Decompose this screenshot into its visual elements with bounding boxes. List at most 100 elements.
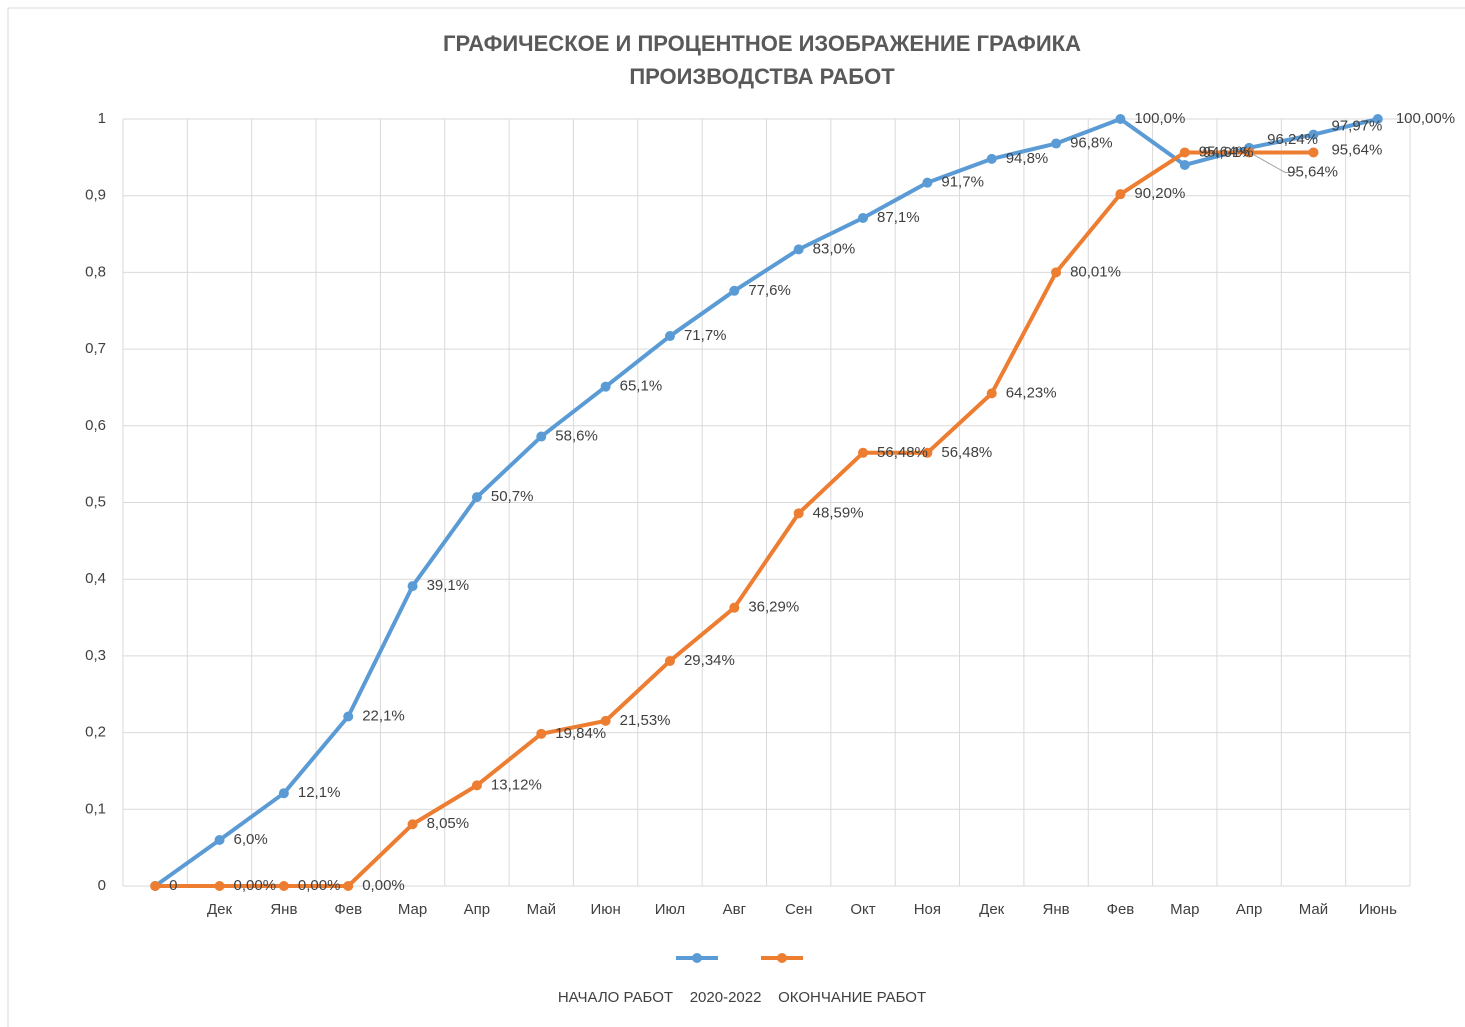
data-label: 19,84% xyxy=(555,725,606,742)
data-label: 96,24% xyxy=(1267,131,1318,148)
data-point xyxy=(150,881,161,891)
data-point xyxy=(793,244,804,255)
data-label: 96,8% xyxy=(1070,135,1113,152)
data-point xyxy=(664,655,675,666)
data-label: 0,00% xyxy=(362,877,405,894)
data-label: 91,7% xyxy=(941,174,984,191)
data-label: 94,01% xyxy=(1203,144,1254,161)
y-tick-label: 0,9 xyxy=(85,187,106,204)
data-label: 48,59% xyxy=(813,504,864,521)
data-point xyxy=(1244,147,1255,158)
data-label: 0,00% xyxy=(298,877,341,894)
data-label: 94,8% xyxy=(1006,150,1049,167)
data-point xyxy=(278,881,289,891)
data-point xyxy=(1179,147,1190,158)
data-label: 58,6% xyxy=(555,428,598,445)
data-label: 80,01% xyxy=(1070,263,1121,280)
data-label: 21,53% xyxy=(620,712,671,729)
data-point xyxy=(214,834,225,845)
y-tick-label: 0,7 xyxy=(85,340,106,357)
data-point xyxy=(278,788,289,799)
x-tick-label: Июл xyxy=(655,901,685,918)
x-tick-label: Мар xyxy=(1170,901,1199,918)
data-point xyxy=(407,819,418,830)
y-tick-label: 1 xyxy=(98,110,106,127)
y-tick-label: 0,1 xyxy=(85,800,106,817)
y-tick-label: 0,8 xyxy=(85,263,106,280)
x-tick-label: Апр xyxy=(1236,901,1262,918)
x-tick-label: Сен xyxy=(785,901,812,918)
data-label: 6,0% xyxy=(234,831,268,848)
series-line xyxy=(155,150,1314,888)
x-tick-label: Фев xyxy=(334,901,362,918)
x-tick-label: Окт xyxy=(850,901,875,918)
data-label: 22,1% xyxy=(362,707,405,724)
leader-line xyxy=(1252,154,1298,173)
data-point xyxy=(1308,129,1319,140)
data-point xyxy=(1115,189,1126,200)
data-label: 39,1% xyxy=(427,577,470,594)
data-label: 36,29% xyxy=(748,599,799,616)
data-label: 100,0% xyxy=(1134,110,1185,127)
data-label: 100,00% xyxy=(1396,110,1455,127)
data-label: 87,1% xyxy=(877,209,920,226)
x-tick-label: Дек xyxy=(979,901,1005,918)
data-label: 64,23% xyxy=(1006,384,1057,401)
data-label: 95,64% xyxy=(1199,143,1250,160)
y-tick-label: 0 xyxy=(98,877,106,894)
data-point xyxy=(600,381,611,392)
data-label: 95,64% xyxy=(1331,141,1382,158)
data-point xyxy=(343,711,354,722)
data-point xyxy=(600,715,611,726)
chart-title: ГРАФИЧЕСКОЕ И ПРОЦЕНТНОЕ ИЗОБРАЖЕНИЕ ГРА… xyxy=(443,31,1081,56)
chart-title: ПРОИЗВОДСТВА РАБОТ xyxy=(629,64,895,89)
y-tick-label: 0,6 xyxy=(85,417,106,434)
data-point xyxy=(986,388,997,399)
data-point xyxy=(858,447,869,458)
data-point xyxy=(343,881,354,891)
x-tick-label: Ноя xyxy=(914,901,941,918)
data-label: 12,1% xyxy=(298,784,341,801)
data-label: 8,05% xyxy=(427,815,470,832)
y-tick-label: 0,2 xyxy=(85,724,106,741)
data-point xyxy=(214,881,225,891)
data-point xyxy=(536,728,547,739)
data-point xyxy=(1051,267,1062,278)
y-tick-label: 0,5 xyxy=(85,493,106,510)
legend-marker xyxy=(777,953,787,963)
data-label: 97,97% xyxy=(1331,118,1382,135)
data-label: 77,6% xyxy=(748,282,791,299)
data-point xyxy=(922,177,933,188)
data-label: 83,0% xyxy=(813,240,856,257)
data-label: 95,64% xyxy=(1287,163,1338,180)
data-point xyxy=(986,153,997,164)
x-tick-label: Янв xyxy=(1043,901,1070,918)
x-tick-label: Янв xyxy=(270,901,297,918)
legend-marker xyxy=(692,953,702,963)
x-tick-label: Июнь xyxy=(1359,901,1397,918)
data-point xyxy=(922,447,933,458)
data-label: 50,7% xyxy=(491,488,534,505)
x-tick-label: Мар xyxy=(398,901,427,918)
data-point xyxy=(407,581,418,592)
data-point xyxy=(471,780,482,791)
data-label: 65,1% xyxy=(620,378,663,395)
data-label: 0,00% xyxy=(234,877,277,894)
data-label: 90,20% xyxy=(1134,185,1185,202)
x-tick-label: Дек xyxy=(207,901,233,918)
data-point xyxy=(664,331,675,342)
data-label: 71,7% xyxy=(684,327,727,344)
data-point xyxy=(1372,114,1383,124)
data-point xyxy=(858,212,869,223)
chart-frame xyxy=(7,7,1465,1027)
data-point xyxy=(1051,138,1062,149)
y-tick-label: 0,4 xyxy=(85,570,106,587)
data-label: 56,48% xyxy=(941,444,992,461)
data-point xyxy=(1308,147,1319,158)
data-point xyxy=(1115,114,1126,124)
x-tick-label: Май xyxy=(527,901,556,918)
data-point xyxy=(536,431,547,442)
data-point xyxy=(471,492,482,503)
x-tick-label: Май xyxy=(1299,901,1328,918)
